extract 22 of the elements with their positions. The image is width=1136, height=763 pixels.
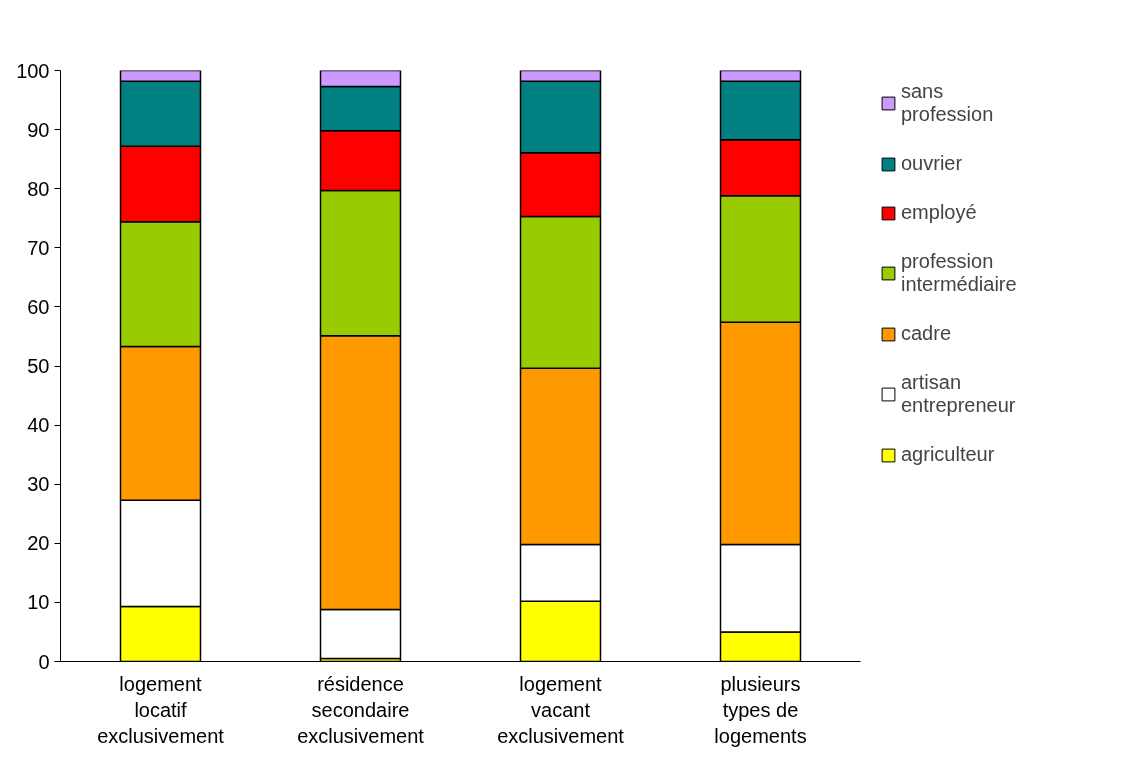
y-tick-label: 40: [27, 414, 50, 437]
y-tick-label: 80: [27, 177, 50, 200]
x-tick-label: plusieurs types de logements: [714, 672, 807, 748]
y-tick-label: 90: [27, 118, 50, 141]
legend-label: ouvrier: [901, 152, 963, 175]
x-tick-label: résidence secondaire exclusivement: [297, 672, 425, 748]
legend-label: agriculteur: [901, 443, 995, 466]
y-tick-label: 0: [38, 650, 50, 673]
legend-label: employé: [901, 201, 977, 224]
legend-label: profession intermédiaire: [901, 250, 1017, 296]
y-tick-label: 10: [27, 591, 50, 614]
x-tick-label: logement vacant exclusivement: [497, 672, 625, 748]
y-tick-label: 30: [27, 473, 50, 496]
legend-label: sans profession: [901, 80, 994, 126]
legend-label: cadre: [901, 322, 952, 345]
y-tick-label: 20: [27, 532, 50, 555]
legend-label: artisan entrepreneur: [901, 371, 1016, 417]
y-tick-label: 70: [27, 236, 50, 259]
x-tick-label: logement locatif exclusivement: [97, 672, 225, 748]
y-tick-label: 100: [16, 59, 50, 82]
y-tick-label: 60: [27, 295, 50, 318]
y-tick-label: 50: [27, 355, 50, 377]
